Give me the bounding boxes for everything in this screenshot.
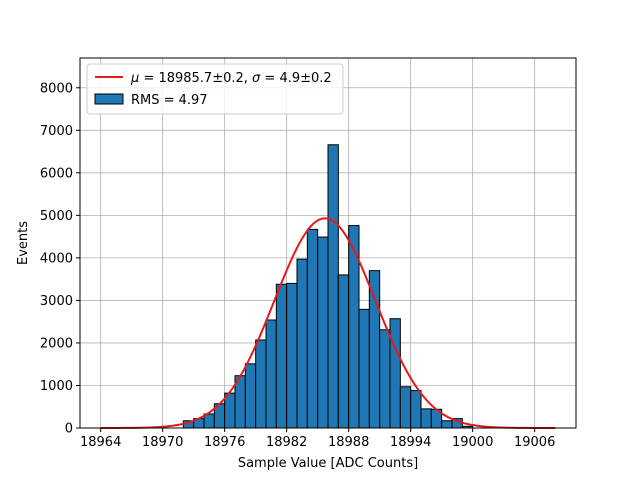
- legend-sigma-value: = 4.9±0.2: [260, 71, 331, 86]
- histogram-bar: [358, 308, 370, 429]
- histogram-bar: [389, 318, 401, 429]
- x-tick-label: 19000: [452, 435, 493, 450]
- histogram-bar: [306, 228, 319, 429]
- x-tick-label: 18994: [390, 435, 431, 450]
- histogram-bar: [265, 319, 277, 429]
- x-tick-label: 18976: [204, 435, 245, 450]
- plot-frame: [79, 57, 577, 429]
- y-axis-label: Events: [16, 221, 31, 265]
- y-tick-label: 1000: [40, 379, 73, 394]
- histogram-bar: [224, 392, 236, 429]
- histogram-bar: [379, 329, 391, 429]
- histogram-bar: [441, 420, 453, 429]
- histogram-bar: [399, 386, 412, 429]
- y-tick-label: 8000: [40, 81, 73, 96]
- y-tick-label: 7000: [40, 124, 73, 139]
- y-tick-label: 5000: [40, 209, 73, 224]
- histogram-bar: [327, 144, 339, 429]
- x-axis-label: Sample Value [ADC Counts]: [238, 456, 418, 471]
- gaussian-fit-curve: [100, 217, 556, 429]
- legend-mu-value: = 18985.7±0.2,: [139, 71, 252, 86]
- histogram-bar: [368, 270, 381, 429]
- legend-histogram-label: RMS = 4.97: [131, 93, 208, 108]
- legend-sigma-symbol: σ: [252, 71, 261, 86]
- x-tick-label: 18964: [80, 435, 121, 450]
- histogram-bar: [317, 236, 329, 429]
- histogram-bar: [337, 274, 350, 429]
- y-tick-label: 3000: [40, 294, 73, 309]
- legend-mu-symbol: μ: [130, 71, 139, 86]
- histogram-bar: [420, 408, 432, 429]
- histogram-bars: [182, 144, 474, 429]
- y-tick-label: 4000: [40, 251, 73, 266]
- histogram-bar: [410, 390, 422, 429]
- x-tick-label: 18988: [328, 435, 369, 450]
- y-tick-label: 6000: [40, 166, 73, 181]
- legend-box: [86, 63, 344, 115]
- y-tick-label: 2000: [40, 336, 73, 351]
- histogram-bar: [244, 363, 257, 429]
- x-tick-label: 18970: [142, 435, 183, 450]
- histogram-bar: [286, 282, 298, 429]
- y-tick-label: 0: [65, 422, 73, 437]
- x-tick-label: 18982: [266, 435, 307, 450]
- histogram-bar: [296, 258, 308, 429]
- legend: μ = 18985.7±0.2, σ = 4.9±0.2 RMS = 4.97: [86, 63, 344, 115]
- x-tick-label: 19006: [514, 435, 555, 450]
- histogram-bar: [255, 339, 267, 429]
- legend-histogram-swatch: [94, 93, 124, 105]
- axis-ticks: 18964 18970 18976 18982 18988 18994 19000 19006…: [40, 81, 555, 450]
- legend-fit-label: μ = 18985.7±0.2, σ = 4.9±0.2: [130, 71, 332, 86]
- histogram-bar: [275, 283, 288, 429]
